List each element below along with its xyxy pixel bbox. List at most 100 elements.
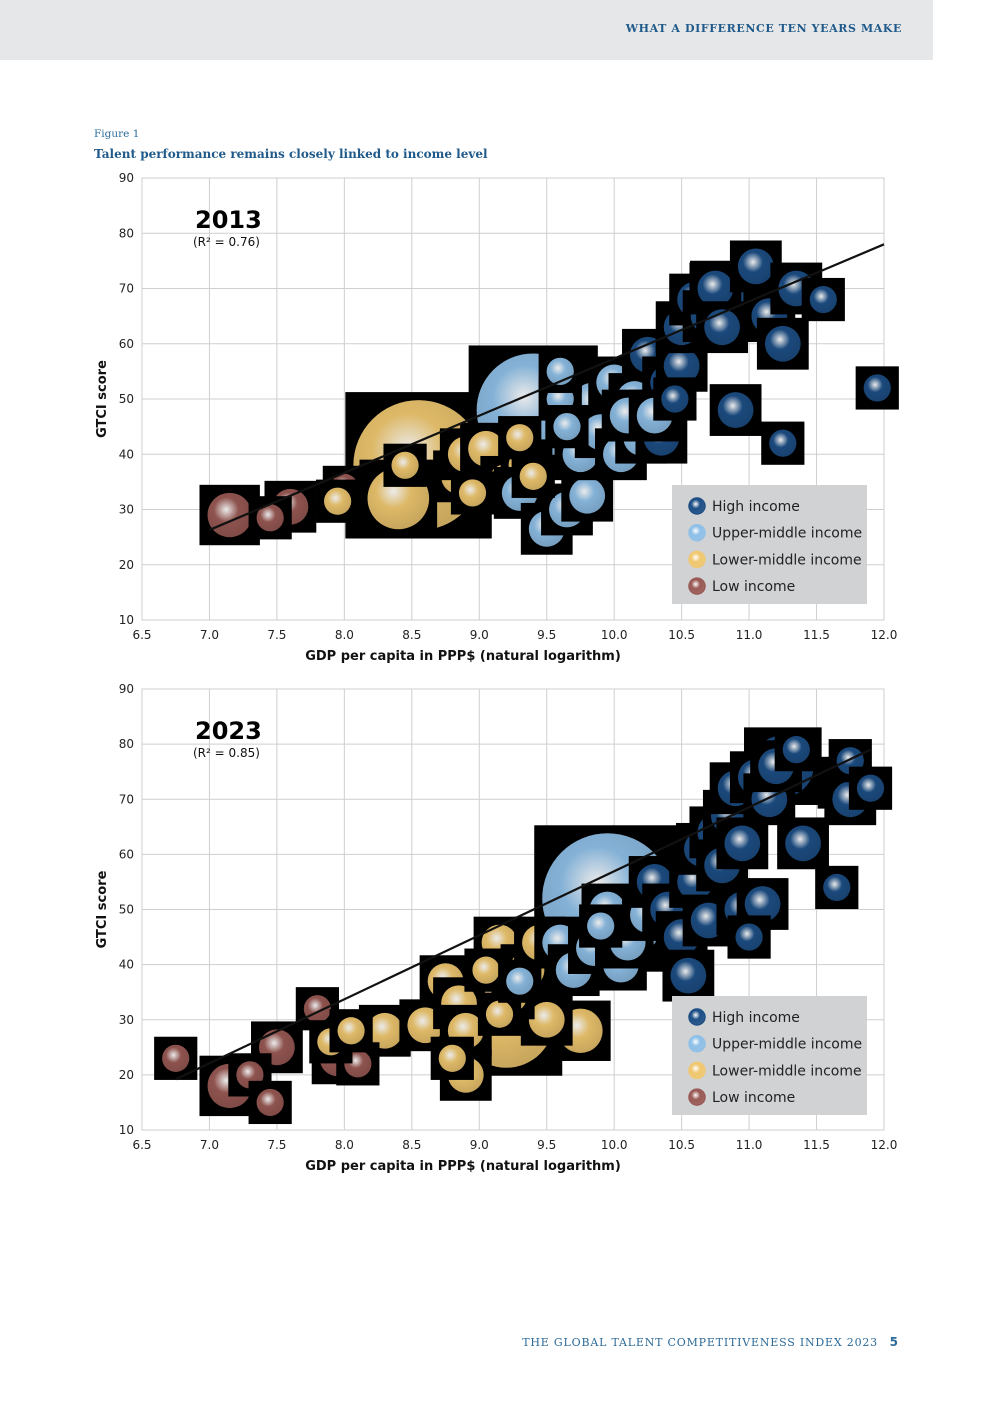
legend-swatch-high [688,497,706,515]
y-axis-title: GTCI score [95,870,110,948]
data-point-high [785,825,821,862]
data-point-high [744,886,781,922]
y-tick-label: 10 [119,613,134,627]
legend-label-low: Low income [712,579,795,595]
x-tick-label: 11.0 [736,628,763,642]
x-tick-label: 8.5 [402,628,421,642]
data-point-high [764,325,801,362]
running-title: WHAT A DIFFERENCE TEN YEARS MAKE [625,22,902,35]
data-point-low [256,504,284,532]
data-point-high [769,429,797,457]
page-number: 5 [889,1335,898,1349]
x-tick-label: 6.5 [132,628,151,642]
y-tick-label: 30 [119,503,134,517]
x-tick-label: 7.0 [200,628,219,642]
data-point-high [661,385,689,413]
x-tick-label: 11.5 [803,628,830,642]
x-tick-label: 12.0 [871,1138,898,1152]
x-tick-label: 8.0 [335,1138,354,1152]
x-tick-label: 10.5 [668,628,695,642]
y-tick-label: 40 [119,958,134,972]
data-point-lower_middle [472,956,500,984]
legend-swatch-upper_middle [688,1034,706,1053]
legend-label-high: High income [712,1010,800,1026]
r-squared-label: (R² = 0.76) [193,235,260,249]
y-tick-label: 20 [119,1068,134,1082]
x-axis-title: GDP per capita in PPP$ (natural logarith… [305,649,621,664]
y-tick-label: 20 [119,558,134,572]
data-point-high [663,347,700,384]
x-tick-label: 8.0 [335,628,354,642]
data-point-high [704,309,741,346]
x-tick-label: 9.5 [537,1138,556,1152]
x-tick-label: 11.0 [736,1138,763,1152]
data-point-lower_middle [391,451,419,479]
legend-label-low: Low income [712,1090,795,1106]
r-squared-label: (R² = 0.85) [193,746,260,760]
data-point-low [256,1088,284,1117]
y-tick-label: 60 [119,847,134,861]
y-tick-label: 30 [119,1013,134,1027]
data-point-upper_middle [587,912,615,940]
y-tick-label: 40 [119,447,134,461]
data-point-lower_middle [337,1017,365,1045]
x-tick-label: 10.0 [601,1138,628,1152]
trend-line [209,243,885,531]
legend-swatch-upper_middle [688,523,706,542]
data-point-high [737,248,774,285]
x-tick-label: 12.0 [871,628,898,642]
footer-publication: THE GLOBAL TALENT COMPETITIVENESS INDEX … [522,1336,878,1349]
y-tick-label: 50 [119,392,134,406]
data-point-lower_middle [458,479,487,507]
legend-label-upper_middle: Upper-middle income [712,1037,862,1053]
data-point-high [735,923,763,951]
data-point-high [717,392,754,428]
data-point-high [863,374,891,402]
data-point-high [670,957,707,994]
data-point-low [162,1044,190,1072]
data-point-lower_middle [438,1044,466,1072]
x-tick-label: 7.5 [267,1138,286,1152]
data-point-high [823,873,851,902]
x-axis-title: GDP per capita in PPP$ (natural logarith… [305,1159,621,1174]
legend-swatch-lower_middle [688,1061,706,1080]
figure-label: Figure 1 [94,128,140,140]
x-tick-label: 6.5 [132,1138,151,1152]
x-tick-label: 7.0 [200,1138,219,1152]
x-tick-label: 11.5 [803,1138,830,1152]
y-tick-label: 70 [119,282,134,296]
x-tick-label: 10.5 [668,1138,695,1152]
y-tick-label: 50 [119,903,134,917]
x-tick-label: 10.0 [601,628,628,642]
y-tick-label: 90 [119,171,134,185]
data-point-lower_middle [519,462,547,490]
data-point-lower_middle [506,424,534,452]
legend-swatch-lower_middle [688,550,706,569]
x-tick-label: 9.5 [537,628,556,642]
x-tick-label: 9.0 [470,1138,489,1152]
data-point-high [856,774,885,802]
legend-label-high: High income [712,499,800,515]
data-point-high [724,825,761,862]
data-point-high [697,270,734,307]
y-tick-label: 70 [119,792,134,806]
data-point-lower_middle [485,1000,514,1028]
figure-title: Talent performance remains closely linke… [94,147,488,161]
data-point-upper_middle [553,413,581,441]
x-tick-label: 8.5 [402,1138,421,1152]
y-tick-label: 60 [119,337,134,351]
data-point-upper_middle [506,967,534,995]
legend-swatch-low [688,1088,706,1106]
data-point-high [782,736,810,764]
x-tick-label: 9.0 [470,628,489,642]
data-point-lower_middle [366,1012,403,1049]
data-point-high [809,285,837,314]
header-band [0,0,933,60]
y-tick-label: 10 [119,1123,134,1137]
y-tick-label: 80 [119,737,134,751]
x-tick-label: 7.5 [267,628,286,642]
legend-swatch-high [688,1008,706,1026]
trend-line [175,748,871,1081]
